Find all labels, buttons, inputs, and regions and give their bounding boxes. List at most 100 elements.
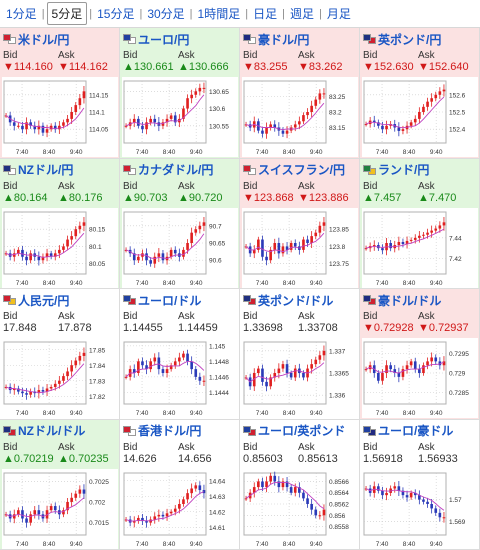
x-tick-label: 8:40: [403, 280, 416, 287]
currency-card[interactable]: カナダドル/円 Bid Ask ▲90.703 ▲90.720 90.7 90.65 90.6…: [120, 158, 240, 289]
candle-body: [12, 122, 16, 126]
currency-card[interactable]: 人民元/円 Bid Ask 17.848 17.878 17.85 17.84 17.83 17…: [0, 289, 120, 420]
candle-body: [401, 490, 405, 495]
price-chart[interactable]: 130.65 130.6 130.55 7:40 8:40 9:40: [122, 77, 238, 157]
y-tick-label: 1.57: [449, 497, 462, 504]
pair-name-link[interactable]: ユーロ/円: [138, 32, 190, 47]
ask-value: ▲90.720: [178, 192, 223, 204]
pair-name-link[interactable]: 豪ドル/円: [258, 32, 310, 47]
pair-name-link[interactable]: ユーロ/豪ドル: [378, 424, 454, 438]
price-chart[interactable]: 7.44 7.42 7:40 8:40 9:40: [362, 207, 478, 288]
tab-timeframe-5[interactable]: 日足: [253, 7, 278, 21]
pair-name-link[interactable]: ユーロ/ドル: [138, 293, 202, 308]
currency-card[interactable]: 米ドル/円 Bid Ask ▼114.160 ▼114.162 114.15 114.1 11…: [0, 28, 120, 159]
ask-value: ▲7.470: [418, 192, 456, 204]
candle-body: [17, 388, 20, 392]
chart-frame: [123, 341, 207, 405]
currency-card[interactable]: ユーロ/円 Bid Ask ▲130.661 ▲130.666 130.65 130.6 13…: [120, 28, 240, 159]
bid-label: Bid: [3, 50, 18, 61]
price-chart[interactable]: 83.25 83.2 83.15 7:40 8:40 9:40: [242, 77, 358, 157]
price-chart[interactable]: 152.6 152.5 152.4 7:40 8:40 9:40: [362, 77, 478, 157]
card-header: スイスフラン/円: [243, 162, 345, 178]
candle-body: [53, 125, 57, 130]
currency-card[interactable]: NZドル/円 Bid Ask ▲80.164 ▲80.176 80.15 80.1 80.05…: [0, 158, 120, 289]
candle-body: [377, 122, 380, 126]
currency-card[interactable]: ランド/円 Bid Ask ▲7.457 ▲7.470 7.44 7.42 7:40 8:40 9…: [360, 158, 480, 289]
candle-body: [202, 87, 206, 89]
pair-name-link[interactable]: NZドル/ドル: [18, 424, 86, 438]
candle-body: [314, 359, 318, 365]
bid-label: Bid: [243, 441, 258, 453]
ask-value: ▼123.886: [298, 192, 349, 204]
price-chart[interactable]: 0.7025 0.702 0.7015 7:40 8:40 9:40: [2, 468, 118, 549]
ask-value: 1.33708: [298, 322, 338, 334]
currency-card[interactable]: 英ポンド/ドル Bid Ask 1.33698 1.33708 1.337 1.3365 1.…: [240, 289, 360, 420]
tab-timeframe-4[interactable]: 1時間足: [197, 7, 241, 21]
pair-name-link[interactable]: ユーロ/英ポンド: [258, 424, 346, 438]
candle-body: [252, 373, 256, 387]
candle-body: [422, 106, 425, 112]
tab-timeframe-3[interactable]: 30分足: [147, 7, 185, 21]
pair-name-link[interactable]: 英ポンド/ドル: [258, 293, 334, 308]
y-tick-label: 114.15: [89, 92, 109, 99]
candle-body: [418, 235, 421, 238]
currency-card[interactable]: ユーロ/豪ドル Bid Ask 1.56918 1.56933 1.57 1.569 7:40…: [360, 419, 480, 550]
candle-body: [29, 252, 32, 260]
price-chart[interactable]: 90.7 90.65 90.6 7:40 8:40 9:40: [122, 207, 238, 288]
pair-name-link[interactable]: 人民元/円: [18, 293, 70, 308]
candle-body: [58, 249, 61, 253]
price-chart[interactable]: 123.85 123.8 123.75 7:40 8:40 9:40: [242, 207, 358, 288]
tab-timeframe-0[interactable]: 1分足: [6, 7, 37, 21]
price-chart[interactable]: 1.57 1.569 7:40 8:40 9:40: [362, 468, 478, 549]
pair-name-link[interactable]: 豪ドル/ドル: [378, 293, 442, 308]
x-tick-label: 7:40: [136, 410, 149, 417]
candle-body: [186, 98, 189, 109]
candle-body: [49, 252, 53, 257]
pair-name-link[interactable]: 英ポンド/円: [378, 32, 442, 47]
bid-price: 14.626: [123, 452, 157, 465]
candle-body: [289, 486, 293, 493]
ask-price: 0.85613: [298, 452, 338, 465]
candle-body: [310, 105, 313, 112]
pair-name-link[interactable]: 米ドル/円: [18, 32, 70, 47]
currency-card[interactable]: 豪ドル/円 Bid Ask ▼83.255 ▼83.262 83.25 83.2 83.15 7…: [240, 28, 360, 159]
currency-card[interactable]: ユーロ/英ポンド Bid Ask 0.85603 0.85613 0.8566 0.8564…: [240, 419, 360, 550]
currency-card[interactable]: 英ポンド/円 Bid Ask ▼152.630 ▼152.640 152.6 152.5 15…: [360, 28, 480, 159]
price-chart[interactable]: 1.145 1.1448 1.1446 1.1444 7:40 8:40 9:40: [122, 338, 238, 418]
price-chart[interactable]: 80.15 80.1 80.05 7:40 8:40 9:40: [2, 207, 118, 288]
tab-timeframe-1[interactable]: 5分足: [46, 2, 88, 25]
currency-card[interactable]: 香港ドル/円 Bid Ask 14.626 14.656 14.64 14.63 14.62 1…: [120, 419, 240, 550]
pair-name-link[interactable]: NZドル/円: [18, 163, 74, 177]
pair-name-link[interactable]: スイスフラン/円: [258, 163, 345, 177]
candle-body: [78, 225, 82, 229]
price-chart[interactable]: 17.85 17.84 17.83 17.82 7:40 8:40 9:40: [2, 338, 118, 418]
bid-price: 17.848: [3, 322, 37, 334]
price-chart[interactable]: 0.7295 0.729 0.7285 7:40 8:40 9:40: [362, 338, 478, 418]
y-tick-label: 83.25: [329, 94, 346, 101]
price-chart[interactable]: 114.15 114.1 114.05 7:40 8:40 9:40: [2, 77, 118, 157]
pair-name-link[interactable]: カナダドル/円: [138, 163, 214, 177]
ask-label: Ask: [178, 180, 195, 192]
price-chart[interactable]: 1.337 1.3365 1.336 7:40 8:40 9:40: [242, 338, 358, 418]
y-tick-label: 17.83: [89, 378, 106, 385]
price-chart[interactable]: 14.64 14.63 14.62 14.61 7:40 8:40 9:40: [122, 468, 238, 549]
candle-body: [413, 492, 417, 495]
x-tick-label: 7:40: [256, 541, 269, 548]
tab-timeframe-7[interactable]: 月足: [326, 7, 351, 21]
pair-name-link[interactable]: ランド/円: [378, 163, 430, 177]
currency-card[interactable]: NZドル/ドル Bid Ask ▲0.70219 ▲0.70235 0.7025 0.702…: [0, 419, 120, 550]
tab-timeframe-2[interactable]: 15分足: [97, 7, 135, 21]
currency-card[interactable]: 豪ドル/ドル Bid Ask ▼0.72928 ▼0.72937 0.7295 0.729 0…: [360, 289, 480, 420]
y-tick-label: 14.64: [209, 478, 226, 485]
currency-card[interactable]: スイスフラン/円 Bid Ask ▼123.868 ▼123.886 123.85 123.…: [240, 158, 360, 289]
y-tick-label: 152.4: [449, 127, 466, 134]
pair-name-link[interactable]: 香港ドル/円: [138, 424, 202, 438]
tab-timeframe-6[interactable]: 週足: [289, 7, 314, 21]
ask-value: 17.878: [58, 322, 92, 334]
currency-card[interactable]: ユーロ/ドル Bid Ask 1.14455 1.14459 1.145 1.1448 1.1…: [120, 289, 240, 420]
candle-body: [153, 118, 157, 123]
y-tick-label: 0.856: [329, 512, 346, 519]
bid-label: Bid: [243, 50, 258, 61]
price-chart[interactable]: 0.8566 0.8564 0.8562 0.856 0.8558 7:40 8:40 9:4…: [242, 468, 358, 549]
candle-body: [389, 242, 392, 248]
